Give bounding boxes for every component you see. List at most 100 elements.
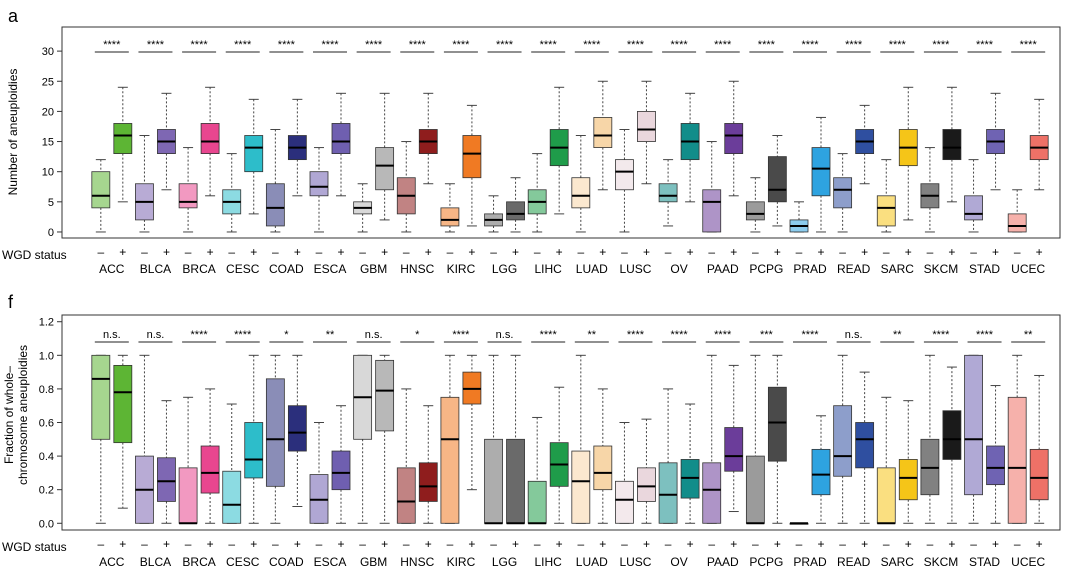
box xyxy=(702,189,722,233)
wgd-level-label: – xyxy=(316,245,323,259)
y-tick-label: 30 xyxy=(42,46,54,58)
box xyxy=(1007,396,1027,524)
wgd-level-label: – xyxy=(970,537,977,551)
significance-label: **** xyxy=(976,329,994,341)
box xyxy=(178,467,198,524)
wgd-level-label: + xyxy=(817,537,824,551)
significance-label: *** xyxy=(760,329,774,341)
significance-label: **** xyxy=(801,39,819,51)
wgd-level-label: – xyxy=(621,537,628,551)
y-tick-label: 0.4 xyxy=(39,451,54,463)
box xyxy=(440,396,460,524)
significance-label: n.s. xyxy=(365,329,383,341)
box xyxy=(767,386,787,462)
wgd-level-label: + xyxy=(468,537,475,551)
significance-label: **** xyxy=(976,39,994,51)
significance-label: * xyxy=(415,329,420,341)
wgd-level-label: – xyxy=(403,537,410,551)
box xyxy=(244,135,264,173)
significance-label: **** xyxy=(583,39,601,51)
significance-label: **** xyxy=(147,39,165,51)
wgd-level-label: – xyxy=(228,537,235,551)
panel-a-chart: 0 5 10 15 20 25 30 Number of aneuploidies WGD st… xyxy=(2,26,1061,276)
box xyxy=(724,123,744,155)
wgd-level-label: + xyxy=(163,245,170,259)
y-tick-label: 0 xyxy=(48,227,54,239)
box xyxy=(811,448,831,496)
category-label: BRCA xyxy=(182,555,215,569)
box xyxy=(942,129,962,161)
significance-label: **** xyxy=(845,39,863,51)
box xyxy=(265,183,285,227)
category-label: ESCA xyxy=(314,262,347,276)
plot-frame xyxy=(61,26,1061,239)
significance-label: n.s. xyxy=(496,329,514,341)
box xyxy=(1029,448,1049,501)
wgd-level-label: – xyxy=(883,245,890,259)
wgd-level-label: – xyxy=(752,537,759,551)
significance-label: n.s. xyxy=(845,329,863,341)
category-label: ACC xyxy=(99,555,125,569)
wgd-level-label: + xyxy=(119,537,126,551)
box xyxy=(178,183,198,209)
category-label: CESC xyxy=(226,262,260,276)
box xyxy=(745,455,765,524)
wgd-level-label: – xyxy=(185,245,192,259)
y-tick-label: 5 xyxy=(48,197,54,209)
box xyxy=(462,135,482,179)
box xyxy=(287,405,307,452)
wgd-level-label: + xyxy=(643,537,650,551)
significance-label: * xyxy=(284,329,289,341)
box xyxy=(876,467,896,524)
wgd-level-label: – xyxy=(708,537,715,551)
category-label: PRAD xyxy=(793,262,827,276)
significance-label: **** xyxy=(234,39,252,51)
significance-label: **** xyxy=(234,329,252,341)
box xyxy=(375,359,395,432)
box xyxy=(113,123,133,155)
wgd-level-label: + xyxy=(512,245,519,259)
significance-label: **** xyxy=(409,39,427,51)
wgd-level-label: – xyxy=(577,245,584,259)
category-label: READ xyxy=(837,555,871,569)
box xyxy=(876,195,896,227)
box xyxy=(724,427,744,472)
significance-label: **** xyxy=(889,39,907,51)
wgd-level-label: + xyxy=(905,537,912,551)
significance-label: **** xyxy=(627,329,645,341)
y-tick-label: 0.2 xyxy=(39,485,54,497)
significance-label: **** xyxy=(452,39,470,51)
wgd-level-label: – xyxy=(839,245,846,259)
category-label: PCPG xyxy=(749,555,783,569)
wgd-level-label: + xyxy=(512,537,519,551)
wgd-status-label: WGD status xyxy=(2,248,67,262)
significance-label: **** xyxy=(321,39,339,51)
box xyxy=(244,422,264,479)
wgd-level-label: – xyxy=(228,245,235,259)
wgd-level-label: + xyxy=(774,537,781,551)
box xyxy=(222,470,242,524)
category-label: GBM xyxy=(360,555,387,569)
panel-f-chart: 0.0 0.2 0.4 0.6 0.8 1.0 1.2 Fraction of whole–c… xyxy=(2,314,1061,569)
box xyxy=(811,147,831,197)
wgd-level-label: + xyxy=(905,245,912,259)
category-label: BLCA xyxy=(140,555,171,569)
wgd-level-label: + xyxy=(337,245,344,259)
wgd-level-label: + xyxy=(1036,537,1043,551)
wgd-level-label: + xyxy=(948,537,955,551)
wgd-level-label: – xyxy=(927,245,934,259)
panel-f-label: f xyxy=(8,292,14,312)
wgd-level-label: + xyxy=(1036,245,1043,259)
box xyxy=(265,378,285,487)
category-label: HNSC xyxy=(400,262,434,276)
box xyxy=(113,364,133,444)
wgd-level-label: + xyxy=(861,537,868,551)
significance-label: **** xyxy=(540,39,558,51)
significance-label: **** xyxy=(496,39,514,51)
wgd-level-label: + xyxy=(774,245,781,259)
significance-label: **** xyxy=(932,329,950,341)
wgd-level-label: + xyxy=(817,245,824,259)
significance-label: **** xyxy=(103,39,121,51)
wgd-level-label: + xyxy=(468,245,475,259)
box xyxy=(418,462,438,502)
